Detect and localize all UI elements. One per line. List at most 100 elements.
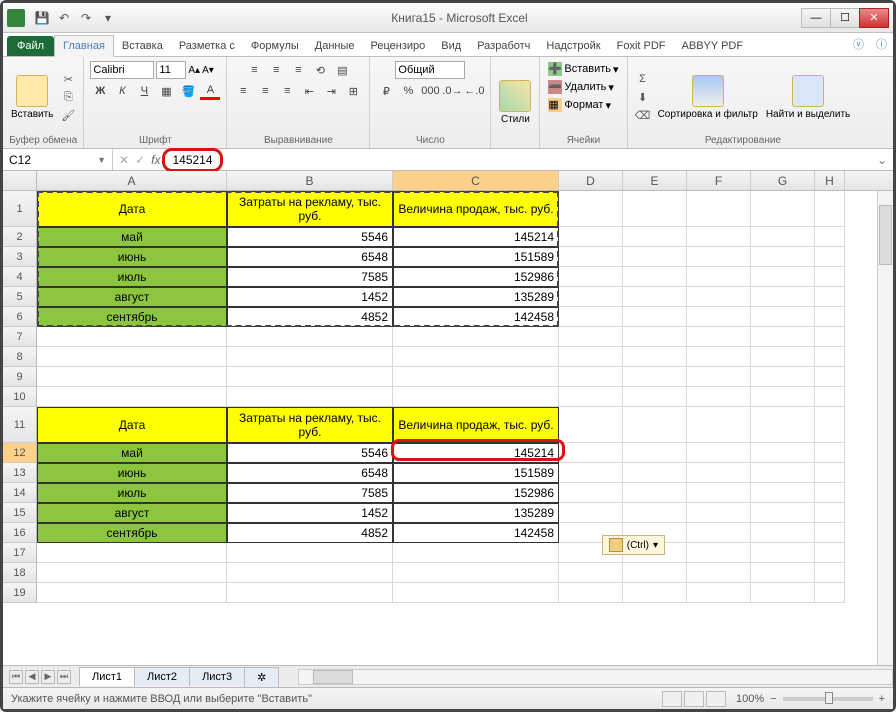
underline-button[interactable]: Ч [134, 82, 154, 100]
hscroll-thumb[interactable] [313, 670, 353, 684]
enter-icon[interactable]: ✓ [135, 153, 145, 167]
bold-button[interactable]: Ж [90, 82, 110, 100]
cell-C12[interactable]: 145214 [393, 443, 559, 463]
help-icon[interactable]: ⓘ [870, 32, 893, 56]
tab-foxit[interactable]: Foxit PDF [609, 36, 674, 56]
zoom-level[interactable]: 100% [736, 693, 764, 705]
align-center-icon[interactable]: ≡ [255, 82, 275, 100]
col-head-C[interactable]: C [393, 171, 559, 190]
tab-file[interactable]: Файл [7, 36, 54, 56]
row-head-1[interactable]: 1 [3, 191, 37, 227]
shrink-font-icon[interactable]: A▾ [202, 65, 214, 76]
tab-pagelayout[interactable]: Разметка с [171, 36, 243, 56]
qat-dropdown-icon[interactable]: ▾ [99, 9, 117, 27]
font-color-button[interactable]: A [200, 82, 220, 100]
cells-insert-button[interactable]: ➕Вставить▾ [546, 61, 620, 77]
tab-review[interactable]: Рецензиро [363, 36, 434, 56]
col-head-F[interactable]: F [687, 171, 751, 190]
sheet-nav-prev-icon[interactable]: ◀ [25, 670, 39, 684]
redo-icon[interactable]: ↷ [77, 9, 95, 27]
percent-icon[interactable]: % [398, 82, 418, 100]
cells-format-button[interactable]: ▦Формат▾ [546, 97, 613, 113]
format-painter-icon[interactable]: 🖌 [59, 107, 77, 123]
font-name-input[interactable] [90, 61, 154, 79]
fill-icon[interactable]: ⬇ [634, 89, 652, 105]
view-pagelayout-button[interactable] [684, 691, 704, 707]
vscroll-thumb[interactable] [879, 205, 892, 265]
col-head-E[interactable]: E [623, 171, 687, 190]
copy-icon[interactable]: ⎘ [59, 89, 77, 105]
tab-insert[interactable]: Вставка [114, 36, 171, 56]
name-box-dropdown-icon[interactable]: ▼ [97, 155, 106, 165]
tab-formulas[interactable]: Формулы [243, 36, 307, 56]
sheet-nav-last-icon[interactable]: ⏭ [57, 670, 71, 684]
orientation-icon[interactable]: ⟲ [310, 61, 330, 79]
align-left-icon[interactable]: ≡ [233, 82, 253, 100]
zoom-out-button[interactable]: − [770, 693, 776, 705]
sheet-tab-3[interactable]: Лист3 [189, 667, 245, 686]
name-box[interactable]: C12 ▼ [3, 149, 113, 170]
app-icon[interactable] [7, 9, 25, 27]
grow-font-icon[interactable]: A▴ [188, 65, 200, 76]
maximize-button[interactable]: ☐ [830, 8, 860, 28]
currency-icon[interactable]: ₽ [376, 82, 396, 100]
comma-icon[interactable]: 000 [420, 82, 440, 100]
sheet-tab-new[interactable]: ✲ [244, 667, 279, 687]
indent-dec-icon[interactable]: ⇤ [299, 82, 319, 100]
cell-B1[interactable]: Затраты на рекламу, тыс. руб. [227, 191, 393, 227]
indent-inc-icon[interactable]: ⇥ [321, 82, 341, 100]
zoom-in-button[interactable]: + [879, 693, 885, 705]
vertical-scrollbar[interactable] [877, 191, 893, 665]
cells-delete-button[interactable]: ➖Удалить▾ [546, 79, 616, 95]
align-bottom-icon[interactable]: ≡ [288, 61, 308, 79]
formula-value[interactable]: 145214 [166, 152, 218, 168]
fx-icon[interactable]: fx [151, 153, 160, 167]
col-head-H[interactable]: H [815, 171, 845, 190]
sheet-tab-1[interactable]: Лист1 [79, 667, 135, 686]
merge-icon[interactable]: ⊞ [343, 82, 363, 100]
view-normal-button[interactable] [662, 691, 682, 707]
col-head-G[interactable]: G [751, 171, 815, 190]
col-head-B[interactable]: B [227, 171, 393, 190]
wrap-text-icon[interactable]: ▤ [332, 61, 352, 79]
undo-icon[interactable]: ↶ [55, 9, 73, 27]
tab-abbyy[interactable]: ABBYY PDF [674, 36, 752, 56]
dec-decimal-icon[interactable]: ←.0 [464, 82, 484, 100]
align-middle-icon[interactable]: ≡ [266, 61, 286, 79]
sheet-tab-2[interactable]: Лист2 [134, 667, 190, 686]
paste-options-button[interactable]: (Ctrl) ▾ [602, 535, 665, 555]
align-right-icon[interactable]: ≡ [277, 82, 297, 100]
minimize-button[interactable]: — [801, 8, 831, 28]
sort-filter-button[interactable]: Сортировка и фильтр [656, 73, 760, 122]
find-button[interactable]: Найти и выделить [764, 73, 852, 122]
tab-developer[interactable]: Разработч [469, 36, 538, 56]
align-top-icon[interactable]: ≡ [244, 61, 264, 79]
col-head-A[interactable]: A [37, 171, 227, 190]
number-format-input[interactable] [395, 61, 465, 79]
inc-decimal-icon[interactable]: .0→ [442, 82, 462, 100]
select-all-corner[interactable] [3, 171, 37, 190]
cell-A1[interactable]: Дата [37, 191, 227, 227]
autosum-icon[interactable]: Σ [634, 71, 652, 87]
italic-button[interactable]: К [112, 82, 132, 100]
save-icon[interactable]: 💾 [33, 9, 51, 27]
ribbon-minimize-icon[interactable]: ⓥ [847, 32, 870, 56]
cell-D1[interactable] [559, 191, 623, 227]
paste-button[interactable]: Вставить [9, 73, 55, 122]
cancel-icon[interactable]: ✕ [119, 153, 129, 167]
horizontal-scrollbar[interactable] [298, 669, 893, 685]
formula-expand-icon[interactable]: ⌄ [871, 153, 893, 167]
tab-addins[interactable]: Надстройк [538, 36, 608, 56]
col-head-D[interactable]: D [559, 171, 623, 190]
close-button[interactable]: ✕ [859, 8, 889, 28]
fill-color-button[interactable]: 🪣 [178, 82, 198, 100]
tab-home[interactable]: Главная [54, 35, 114, 57]
sheet-nav-first-icon[interactable]: ⏮ [9, 670, 23, 684]
tab-view[interactable]: Вид [433, 36, 469, 56]
zoom-slider[interactable] [783, 697, 873, 701]
font-size-input[interactable] [156, 61, 186, 79]
styles-button[interactable]: Стили [497, 78, 533, 127]
tab-data[interactable]: Данные [307, 36, 363, 56]
clear-icon[interactable]: ⌫ [634, 107, 652, 123]
border-button[interactable]: ▦ [156, 82, 176, 100]
